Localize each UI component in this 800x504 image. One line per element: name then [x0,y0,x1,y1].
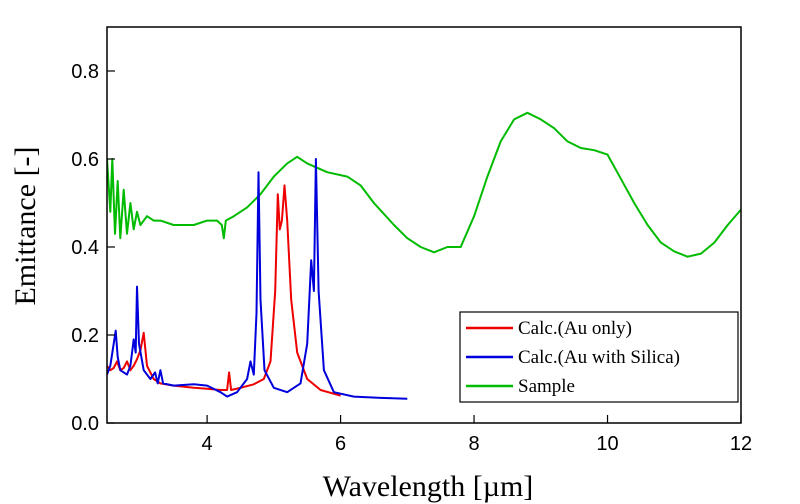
x-tick-label: 8 [468,433,479,455]
axis-ticks: 4 6 8 10 12 0.0 0.2 0.4 0.6 0.8 [71,61,752,455]
x-tick-label: 6 [335,433,346,455]
y-tick-label: 0.6 [71,149,99,171]
y-axis-title: Emittance [-] [9,146,42,305]
y-tick-label: 0.8 [71,61,99,83]
legend-entries: Calc.(Au only) Calc.(Au with Silica) Sampl… [466,318,680,397]
x-tick-label: 4 [202,433,213,455]
y-tick-label: 0.4 [71,237,99,259]
series-line-calc-au-only [107,184,341,397]
x-tick-label: 12 [730,433,752,455]
x-tick-label: 10 [596,433,618,455]
series-layer [107,111,741,400]
y-tick-label: 0.0 [71,413,99,435]
legend-label: Calc.(Au with Silica) [518,347,680,368]
series-line-calc-au-with-silica [107,158,408,400]
y-tick-label: 0.2 [71,325,99,347]
legend-label: Sample [518,376,575,397]
legend: Calc.(Au only) Calc.(Au with Silica) Sampl… [459,311,739,403]
series-line-sample [107,111,741,258]
legend-label: Calc.(Au only) [518,318,632,339]
plot-area-frame [106,26,742,424]
x-axis-title: Wavelength [µm] [323,470,534,503]
